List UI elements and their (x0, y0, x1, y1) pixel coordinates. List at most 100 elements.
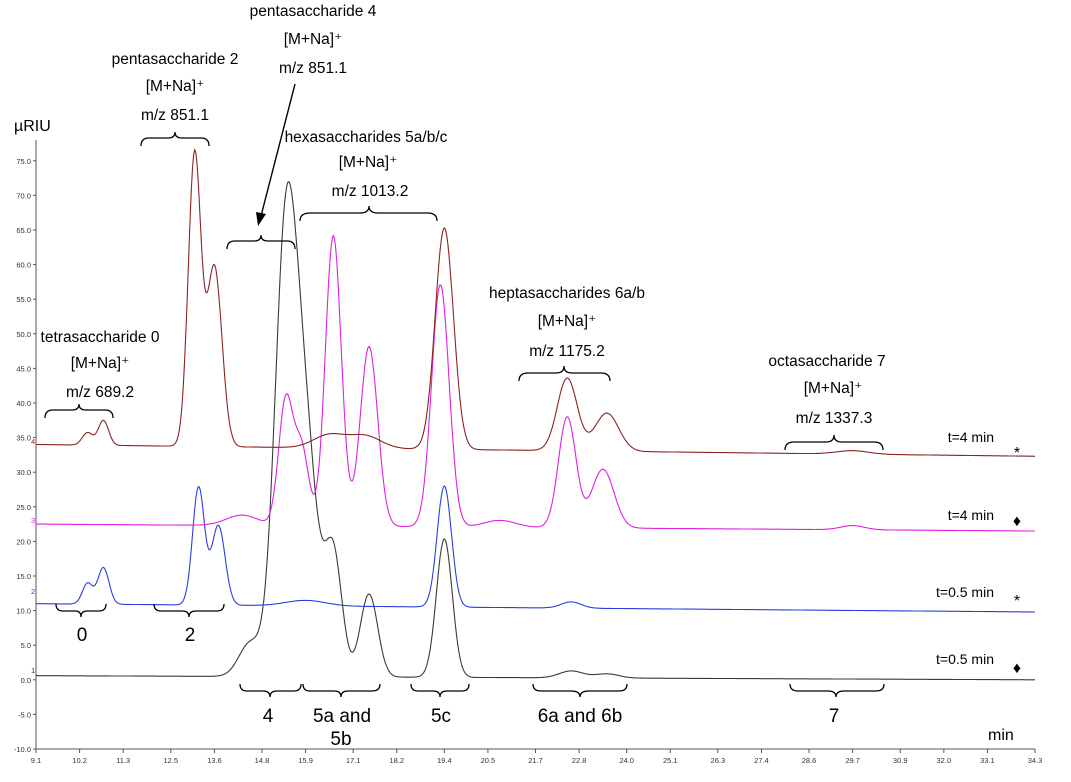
y-tick-label: 50.0 (16, 330, 31, 339)
x-tick-label: 33.1 (980, 756, 995, 765)
series-2-trace-number: 2 (31, 587, 35, 596)
peak-label-7: 7 (829, 706, 840, 727)
x-tick-label: 18.2 (389, 756, 404, 765)
y-tick-label: 45.0 (16, 364, 31, 373)
annotation-hexa-name: hexasaccharides 5a/b/c (285, 129, 448, 146)
y-tick-label: 70.0 (16, 191, 31, 200)
brace-peak-5c (410, 683, 470, 698)
series-2-marker: * (1014, 593, 1020, 610)
peak-label-6ab: 6a and 6b (538, 706, 623, 727)
arrow-penta4-head (256, 212, 266, 226)
annotation-penta2-name: pentasaccharide 2 (112, 51, 239, 68)
trace-series-1 (36, 181, 1035, 681)
trace-series-4 (36, 147, 1035, 457)
y-tick-label: 65.0 (16, 226, 31, 235)
annotation-hepta-name: heptasaccharides 6a/b (489, 285, 645, 302)
brace-peak-0 (55, 603, 107, 618)
y-tick-label: 20.0 (16, 537, 31, 546)
brace-tetra (44, 403, 114, 419)
annotation-tetra-mz: m/z 689.2 (66, 384, 134, 401)
x-tick-label: 22.8 (572, 756, 587, 765)
x-tick-label: 24.0 (619, 756, 634, 765)
trace-series-2 (36, 485, 1035, 613)
y-tick-label: 5.0 (21, 641, 31, 650)
y-tick-label: 10.0 (16, 607, 31, 616)
brace-penta2 (140, 131, 210, 147)
x-tick-label: 26.3 (711, 756, 726, 765)
y-tick-label: 60.0 (16, 261, 31, 270)
y-tick-label: -10.0 (14, 745, 31, 754)
x-tick-label: 25.1 (663, 756, 678, 765)
peak-label-4: 4 (263, 706, 274, 727)
brace-peak-5ab (302, 683, 381, 698)
x-tick-label: 27.4 (754, 756, 769, 765)
brace-peak-6ab (532, 683, 628, 698)
x-tick-label: 21.7 (528, 756, 543, 765)
peak-label-5a: 5a and (313, 706, 371, 727)
x-axis-unit-label: min (988, 727, 1014, 744)
annotation-penta4-ion: [M+Na]⁺ (284, 31, 343, 48)
annotation-penta2-ion: [M+Na]⁺ (146, 78, 205, 95)
x-tick-label: 19.4 (437, 756, 452, 765)
series-2-label: t=0.5 min (936, 584, 994, 600)
annotation-penta4-mz: m/z 851.1 (279, 60, 347, 77)
x-tick-label: 13.6 (207, 756, 222, 765)
x-tick-label: 17.1 (346, 756, 361, 765)
y-tick-label: 0.0 (21, 676, 31, 685)
y-tick-label: 15.0 (16, 572, 31, 581)
brace-peak-7 (789, 683, 885, 698)
peak-label-5c: 5c (431, 706, 451, 727)
brace-peak-4 (239, 683, 302, 698)
x-tick-label: 28.6 (802, 756, 817, 765)
series-1-label: t=0.5 min (936, 651, 994, 667)
trace-series-3 (36, 234, 1035, 532)
annotation-hexa-mz: m/z 1013.2 (332, 183, 409, 200)
x-tick-label: 9.1 (31, 756, 41, 765)
arrow-penta4-line (260, 83, 296, 217)
brace-peak-2 (153, 603, 225, 618)
y-tick-label: 25.0 (16, 503, 31, 512)
brace-hexa (299, 205, 438, 222)
y-tick-label: 55.0 (16, 295, 31, 304)
y-axis-unit-label: µRIU (14, 118, 51, 135)
x-tick-label: 29.7 (845, 756, 860, 765)
y-tick-label: 35.0 (16, 434, 31, 443)
x-axis-ticks: 9.1 10.2 11.3 12.5 13.6 14.8 15.9 17.1 18.2 19.4 2… (31, 749, 1043, 765)
x-tick-label: 20.5 (481, 756, 496, 765)
peak-label-5b: 5b (330, 729, 351, 750)
y-tick-label: 30.0 (16, 468, 31, 477)
series-1-marker: ♦ (1013, 660, 1021, 677)
peak-label-0: 0 (77, 625, 88, 646)
x-tick-label: 15.9 (298, 756, 313, 765)
annotation-hexa-ion: [M+Na]⁺ (339, 154, 398, 171)
y-tick-label: 75.0 (16, 157, 31, 166)
x-tick-label: 14.8 (255, 756, 270, 765)
x-tick-label: 34.3 (1028, 756, 1043, 765)
series-1-trace-number: 1 (31, 666, 35, 675)
annotation-penta2-mz: m/z 851.1 (141, 107, 209, 124)
x-tick-label: 12.5 (163, 756, 178, 765)
annotation-octa-name: octasaccharide 7 (768, 353, 885, 370)
x-tick-label: 10.2 (72, 756, 87, 765)
annotation-hepta-mz: m/z 1175.2 (529, 343, 605, 360)
x-tick-label: 11.3 (116, 756, 130, 765)
brace-hepta (518, 365, 611, 382)
y-axis-ticks: -10.0-5.00.05.010.015.020.025.030.035.04… (14, 157, 36, 754)
y-tick-label: 40.0 (16, 399, 31, 408)
x-tick-label: 30.9 (893, 756, 908, 765)
series-3-label: t=4 min (948, 507, 994, 523)
annotation-tetra-name: tetrasaccharide 0 (41, 329, 160, 346)
brace-penta4 (226, 234, 296, 250)
series-4-label: t=4 min (948, 429, 994, 445)
annotation-tetra-ion: [M+Na]⁺ (71, 355, 130, 372)
annotation-octa-ion: [M+Na]⁺ (804, 380, 863, 397)
annotation-hepta-ion: [M+Na]⁺ (538, 313, 597, 330)
annotation-penta4-name: pentasaccharide 4 (250, 3, 377, 20)
peak-label-2: 2 (185, 625, 196, 646)
series-4-trace-number: 4 (31, 437, 35, 446)
series-traces (36, 147, 1035, 681)
x-tick-label: 32.0 (937, 756, 952, 765)
series-3-trace-number: 3 (31, 516, 35, 525)
